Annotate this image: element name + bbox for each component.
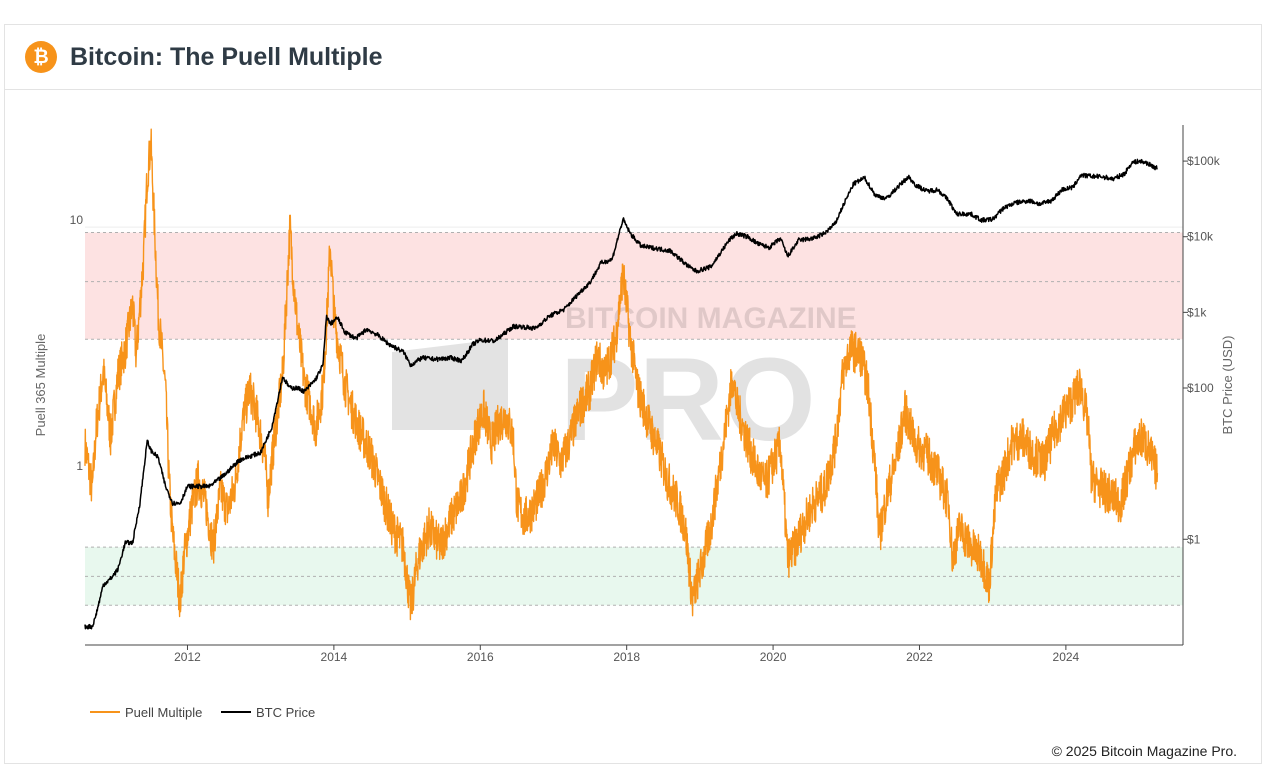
y-right-tick-label-$1: $1 (1187, 532, 1201, 546)
chart-header: ₿ Bitcoin: The Puell Multiple (5, 25, 1261, 90)
y-right-tick-label-$100: $100 (1187, 381, 1214, 395)
y-axis-right: $1 $100 $1k $10k $100k (1182, 125, 1221, 645)
legend-item-price[interactable]: BTC Price (221, 705, 315, 720)
y-right-tick-label-$100k: $100k (1187, 154, 1221, 168)
y-left-tick-label-1: 1 (76, 459, 83, 473)
chart-card: ₿ Bitcoin: The Puell Multiple © 2025 Bit… (4, 24, 1262, 764)
x-tick-label-2016: 2016 (467, 650, 494, 664)
y-left-tick-label-10: 10 (70, 213, 84, 227)
x-tick-label-2022: 2022 (906, 650, 933, 664)
y-axis-left: 1 10 (70, 213, 84, 473)
x-tick-label-2024: 2024 (1053, 650, 1080, 664)
copyright-text: © 2025 Bitcoin Magazine Pro. (1051, 743, 1237, 759)
y-left-axis-label: Puell 365 Multiple (33, 334, 48, 437)
x-tick-label-2020: 2020 (760, 650, 787, 664)
bitcoin-logo-icon: ₿ (25, 41, 57, 73)
y-right-axis-label: BTC Price (USD) (1220, 336, 1235, 435)
btc-price-line (84, 158, 1158, 630)
watermark-text-pro: PRO (560, 334, 816, 466)
watermark-logo-icon (392, 338, 508, 430)
x-axis: 2012 2014 2016 2018 2020 2022 2024 (85, 644, 1183, 664)
legend-label-price: BTC Price (256, 705, 315, 720)
page-title: Bitcoin: The Puell Multiple (70, 43, 383, 71)
y-right-tick-label-$10k: $10k (1187, 230, 1214, 244)
x-tick-label-2014: 2014 (321, 650, 348, 664)
x-tick-label-2012: 2012 (174, 650, 201, 664)
x-tick-label-2018: 2018 (613, 650, 640, 664)
zone-bands (85, 226, 1183, 606)
legend-label-puell: Puell Multiple (125, 705, 202, 720)
legend-item-puell[interactable]: Puell Multiple (90, 705, 202, 720)
puell-multiple-line (84, 128, 1159, 621)
y-right-tick-label-$1k: $1k (1187, 305, 1207, 319)
band-high (85, 232, 1183, 340)
legend: Puell Multiple BTC Price (90, 705, 315, 720)
watermark-text-top: BITCOIN MAGAZINE (565, 302, 857, 335)
